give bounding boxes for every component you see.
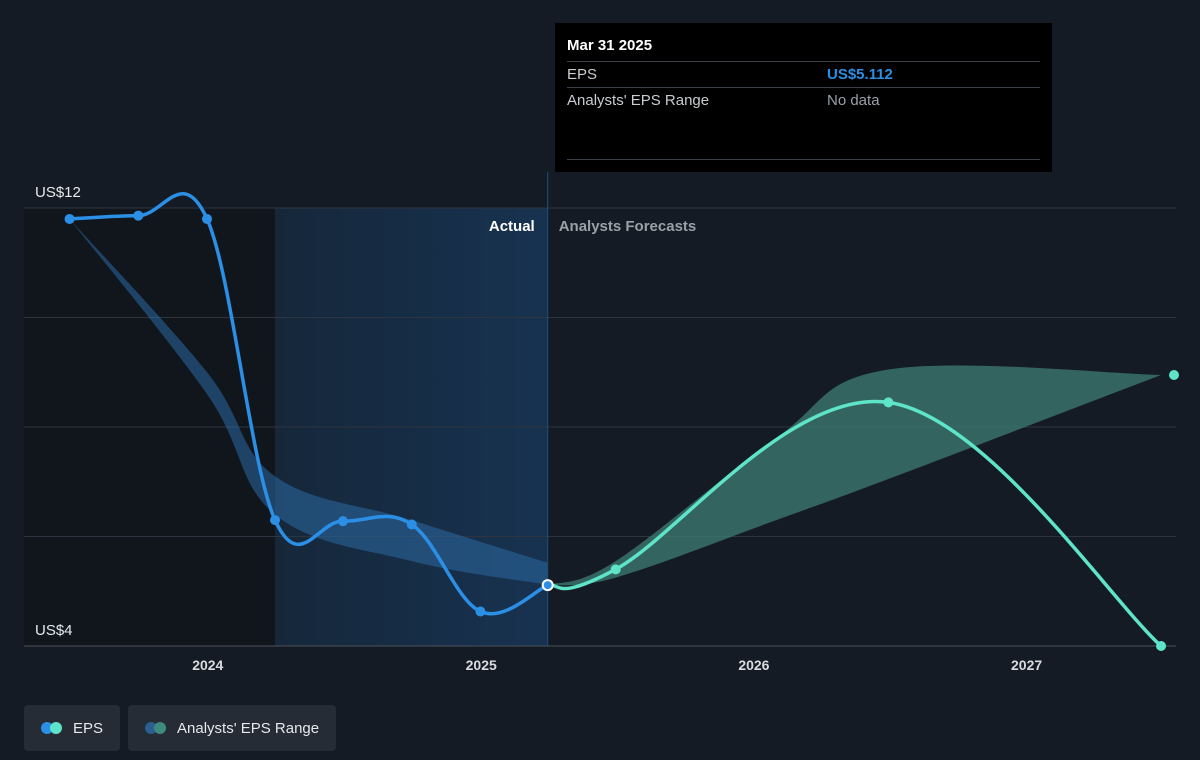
range-band-actual: [69, 218, 548, 585]
eps-actual-point: [406, 519, 417, 530]
x-tick-label: 2027: [1011, 657, 1042, 673]
tooltip-divider: [567, 159, 1040, 160]
tooltip-row-range: Analysts' EPS Range No data: [567, 87, 1040, 113]
eps-lines: [67, 192, 1163, 648]
eps-forecast-point: [1156, 641, 1167, 651]
legend-item-range[interactable]: Analysts' EPS Range: [128, 705, 337, 751]
forecast-section-label: Analysts Forecasts: [559, 218, 697, 235]
y-axis-labels: US$12 US$4: [35, 184, 81, 639]
tooltip: Mar 31 2025 EPS US$5.112 Analysts' EPS R…: [555, 23, 1052, 172]
y-tick-label: US$12: [35, 184, 81, 201]
tooltip-range-label: Analysts' EPS Range: [567, 92, 710, 109]
present-point: [543, 581, 552, 590]
eps-actual-point: [270, 515, 281, 526]
tooltip-eps-label: EPS: [567, 66, 598, 83]
range-legend-icon: [145, 722, 167, 734]
y-tick-label: US$4: [35, 622, 73, 639]
eps-actual-point: [338, 516, 349, 527]
x-tick-label: 2026: [738, 657, 769, 673]
eps-actual-point: [133, 210, 144, 221]
x-axis-labels: 2024 2025 2026 2027: [192, 657, 1042, 673]
eps-legend-icon: [41, 722, 63, 734]
tooltip-range-value: No data: [827, 92, 880, 109]
eps-actual-point: [202, 213, 213, 224]
eps-forecast-point: [1169, 369, 1179, 380]
legend-range-label: Analysts' EPS Range: [177, 719, 320, 737]
actual-section-label: Actual: [489, 218, 535, 235]
eps-points: [64, 210, 1179, 651]
eps-forecast-point: [610, 564, 621, 575]
eps-forecast-point: [883, 397, 894, 408]
eps-chart: US$12 US$4 2024 2025 2026 2027 Actual Analys…: [24, 172, 1179, 673]
x-tick-label: 2025: [466, 657, 497, 673]
legend-item-eps[interactable]: EPS: [24, 705, 121, 751]
legend: EPS Analysts' EPS Range: [24, 705, 337, 751]
range-band-forecast: [547, 365, 1162, 586]
eps-actual-point: [475, 606, 486, 617]
eps-actual-line: [67, 192, 550, 616]
x-tick-label: 2024: [192, 657, 223, 673]
tooltip-date: Mar 31 2025: [567, 37, 653, 54]
legend-eps-label: EPS: [73, 719, 104, 737]
tooltip-row-eps: EPS US$5.112: [567, 61, 1040, 87]
tooltip-eps-value: US$5.112: [827, 66, 893, 83]
eps-actual-point: [64, 213, 75, 224]
eps-forecast-line: [545, 399, 1163, 648]
eps-range-bands: [69, 218, 1162, 586]
